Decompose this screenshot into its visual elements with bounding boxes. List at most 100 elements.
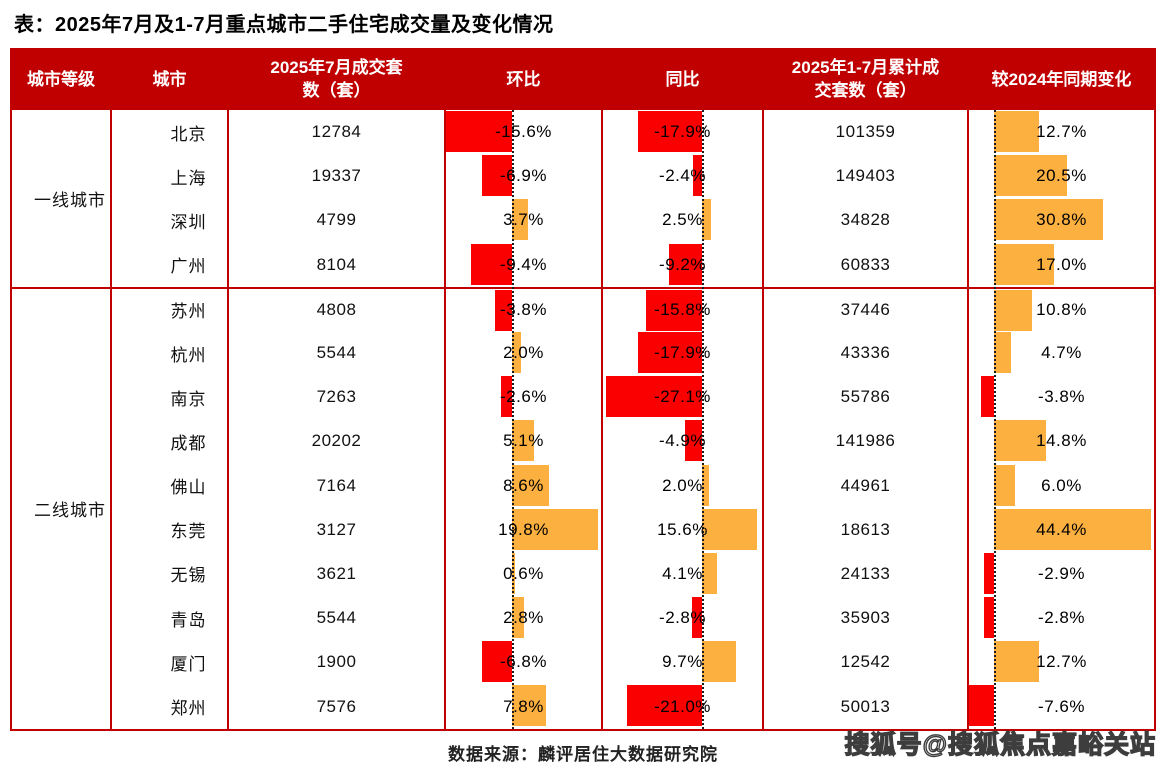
column-header-july-sales: 2025年7月成交套 数（套）	[229, 50, 446, 110]
mom-bar	[500, 376, 512, 418]
city-name: 佛山	[112, 463, 229, 508]
mom-value-label: -6.9%	[500, 166, 547, 186]
city-name: 杭州	[112, 330, 229, 376]
july-sales-value: 1900	[229, 640, 446, 685]
chg-value-label: 10.8%	[1036, 299, 1087, 319]
mom-bar	[512, 597, 525, 639]
mom-bar-cell: 2.0%	[446, 330, 603, 376]
yoy-bar-cell: -27.1%	[603, 375, 764, 420]
chg-value-label: 12.7%	[1036, 652, 1087, 672]
yoy-bar	[638, 331, 702, 373]
chg-bar-cell: 17.0%	[969, 243, 1154, 287]
yoy-bar	[702, 199, 711, 241]
chg-value-label: 20.5%	[1036, 166, 1087, 186]
mom-bar-cell: 2.8%	[446, 596, 603, 641]
yoy-value-label: 15.6%	[657, 519, 708, 539]
table-title: 表：2025年7月及1-7月重点城市二手住宅成交量及变化情况	[14, 14, 554, 36]
city-name: 厦门	[112, 640, 229, 685]
chg-bar	[994, 464, 1016, 506]
chg-bar	[994, 111, 1039, 152]
city-name: 青岛	[112, 596, 229, 641]
chg-value-label: -2.8%	[1038, 608, 1085, 628]
cum-sales-value: 101359	[764, 110, 969, 155]
mom-bar-cell: -6.9%	[446, 154, 603, 199]
yoy-bar-cell: -17.9%	[603, 110, 764, 155]
chg-bar	[969, 685, 994, 727]
july-sales-value: 19337	[229, 154, 446, 199]
cum-sales-value: 18613	[764, 507, 969, 552]
chg-bar-cell: 12.7%	[969, 640, 1154, 684]
yoy-bar-cell: -4.9%	[603, 419, 764, 464]
tier-label: 二线城市	[12, 286, 112, 729]
city-name: 无锡	[112, 551, 229, 597]
data-source-note: 数据来源：麟评居住大数据研究院	[448, 745, 718, 764]
yoy-bar	[702, 508, 758, 550]
july-sales-value: 4808	[229, 286, 446, 331]
chg-value-label: 17.0%	[1036, 254, 1087, 274]
yoy-bar	[638, 111, 702, 152]
yoy-value-label: 2.0%	[662, 475, 703, 495]
july-sales-value: 5544	[229, 330, 446, 376]
mom-bar	[446, 111, 512, 152]
yoy-value-label: 2.5%	[662, 210, 703, 230]
city-name: 北京	[112, 110, 229, 155]
mom-value-label: 19.8%	[498, 519, 549, 539]
mom-value-label: -9.4%	[500, 254, 547, 274]
yoy-bar	[702, 641, 737, 683]
mom-bar	[495, 289, 512, 331]
chg-value-label: -2.9%	[1038, 563, 1085, 583]
yoy-bar	[669, 243, 702, 285]
mom-value-label: -2.6%	[500, 387, 547, 407]
mom-bar-cell: -6.8%	[446, 640, 603, 685]
chg-bar-cell: -2.8%	[969, 596, 1154, 640]
chg-bar	[994, 641, 1039, 683]
chg-bar-cell: -3.8%	[969, 375, 1154, 419]
column-header-yoy: 同比	[603, 50, 764, 110]
yoy-value-label: -27.1%	[654, 387, 711, 407]
mom-zero-axis-line	[512, 110, 514, 729]
tier-label: 一线城市	[12, 110, 112, 287]
mom-bar	[512, 331, 521, 373]
yoy-value-label: -9.2%	[659, 254, 706, 274]
chg-value-label: 12.7%	[1036, 122, 1087, 142]
july-sales-value: 5544	[229, 596, 446, 641]
cum-sales-value: 149403	[764, 154, 969, 199]
yoy-bar-cell: 2.0%	[603, 463, 764, 508]
july-sales-value: 20202	[229, 419, 446, 464]
yoy-value-label: 9.7%	[662, 652, 703, 672]
yoy-bar	[702, 464, 710, 506]
mom-value-label: 0.6%	[503, 563, 544, 583]
chg-bar	[984, 597, 994, 639]
july-sales-value: 3127	[229, 507, 446, 552]
mom-value-label: -15.6%	[495, 122, 552, 142]
yoy-bar-cell: -15.8%	[603, 286, 764, 331]
chg-bar-cell: 14.8%	[969, 419, 1154, 463]
vs2024-zero-axis-line	[994, 110, 996, 729]
chg-value-label: -3.8%	[1038, 387, 1085, 407]
july-sales-value: 4799	[229, 198, 446, 243]
chg-bar	[994, 420, 1047, 462]
cum-sales-value: 141986	[764, 419, 969, 464]
yoy-zero-axis-line	[702, 110, 704, 729]
cum-sales-value: 44961	[764, 463, 969, 508]
yoy-bar	[605, 376, 702, 418]
chg-bar	[994, 289, 1033, 331]
cum-sales-value: 43336	[764, 330, 969, 376]
city-name: 南京	[112, 375, 229, 420]
watermark-text: 搜狐号@搜狐焦点嘉峪关站	[844, 730, 1156, 759]
chg-value-label: 6.0%	[1041, 475, 1082, 495]
mom-value-label: 8.6%	[503, 475, 544, 495]
yoy-bar-cell: 4.1%	[603, 551, 764, 597]
july-sales-value: 7576	[229, 684, 446, 729]
mom-bar-cell: -15.6%	[446, 110, 603, 155]
mom-bar-cell: -2.6%	[446, 375, 603, 420]
mom-bar	[482, 641, 512, 683]
chg-bar	[994, 199, 1104, 241]
july-sales-value: 7164	[229, 463, 446, 508]
yoy-bar-cell: -9.2%	[603, 242, 764, 287]
chg-value-label: 30.8%	[1036, 210, 1087, 230]
chg-bar-cell: 20.5%	[969, 154, 1154, 198]
yoy-value-label: -2.4%	[659, 166, 706, 186]
city-name: 成都	[112, 419, 229, 464]
city-name: 深圳	[112, 198, 229, 243]
